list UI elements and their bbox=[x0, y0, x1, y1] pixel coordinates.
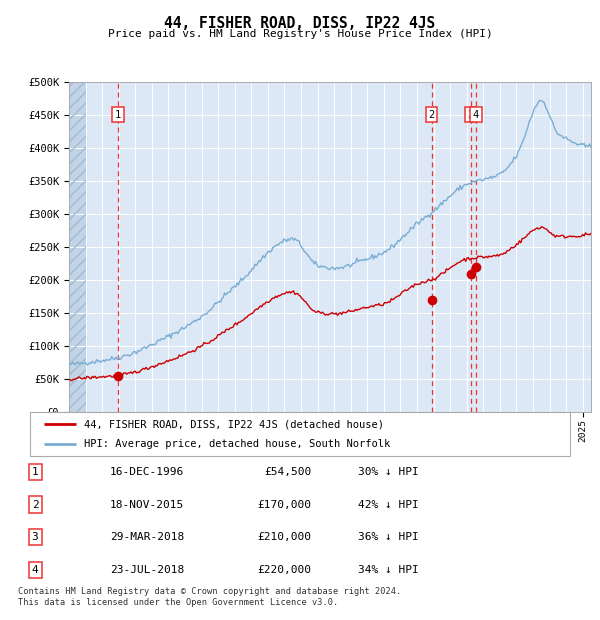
Text: 18-NOV-2015: 18-NOV-2015 bbox=[110, 500, 184, 510]
Text: 4: 4 bbox=[473, 110, 479, 120]
Text: 16-DEC-1996: 16-DEC-1996 bbox=[110, 467, 184, 477]
Text: 36% ↓ HPI: 36% ↓ HPI bbox=[358, 532, 418, 542]
Text: 34% ↓ HPI: 34% ↓ HPI bbox=[358, 565, 418, 575]
Text: 2: 2 bbox=[428, 110, 435, 120]
Text: 1: 1 bbox=[115, 110, 121, 120]
Text: 3: 3 bbox=[467, 110, 474, 120]
Text: Contains HM Land Registry data © Crown copyright and database right 2024.
This d: Contains HM Land Registry data © Crown c… bbox=[18, 587, 401, 606]
Bar bbox=[69, 82, 86, 412]
Text: 3: 3 bbox=[32, 532, 38, 542]
Text: 42% ↓ HPI: 42% ↓ HPI bbox=[358, 500, 418, 510]
Text: 30% ↓ HPI: 30% ↓ HPI bbox=[358, 467, 418, 477]
Text: HPI: Average price, detached house, South Norfolk: HPI: Average price, detached house, Sout… bbox=[84, 439, 390, 449]
Text: £54,500: £54,500 bbox=[264, 467, 311, 477]
Text: 44, FISHER ROAD, DISS, IP22 4JS: 44, FISHER ROAD, DISS, IP22 4JS bbox=[164, 16, 436, 30]
Text: Price paid vs. HM Land Registry's House Price Index (HPI): Price paid vs. HM Land Registry's House … bbox=[107, 29, 493, 39]
Text: £210,000: £210,000 bbox=[257, 532, 311, 542]
Text: 4: 4 bbox=[32, 565, 38, 575]
Text: 44, FISHER ROAD, DISS, IP22 4JS (detached house): 44, FISHER ROAD, DISS, IP22 4JS (detache… bbox=[84, 419, 384, 429]
Text: 2: 2 bbox=[32, 500, 38, 510]
Bar bbox=[69, 82, 86, 412]
Text: 23-JUL-2018: 23-JUL-2018 bbox=[110, 565, 184, 575]
Text: £220,000: £220,000 bbox=[257, 565, 311, 575]
Text: 1: 1 bbox=[32, 467, 38, 477]
FancyBboxPatch shape bbox=[30, 412, 570, 456]
Text: £170,000: £170,000 bbox=[257, 500, 311, 510]
Text: 29-MAR-2018: 29-MAR-2018 bbox=[110, 532, 184, 542]
